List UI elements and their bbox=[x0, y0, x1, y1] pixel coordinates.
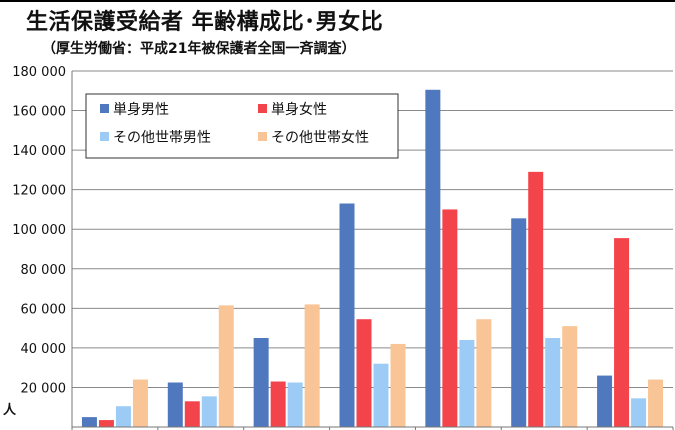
bar bbox=[390, 343, 406, 427]
legend-box bbox=[85, 93, 399, 159]
bar bbox=[442, 209, 458, 427]
legend-swatch bbox=[258, 104, 267, 113]
chart-title: 生活保護受給者 年齢構成比･男女比 bbox=[26, 10, 384, 35]
bar bbox=[597, 375, 613, 427]
y-tick-label: 80 000 bbox=[21, 263, 67, 278]
y-tick-label: 140 000 bbox=[12, 144, 66, 159]
bar bbox=[201, 396, 217, 427]
legend-label: 単身女性 bbox=[271, 101, 327, 118]
y-tick-label: 180 000 bbox=[12, 65, 66, 80]
bar bbox=[98, 420, 114, 427]
y-tick-label: 120 000 bbox=[12, 184, 66, 199]
legend-label: 単身男性 bbox=[113, 102, 169, 118]
bar bbox=[459, 339, 475, 427]
bar bbox=[184, 401, 200, 427]
bar bbox=[218, 305, 234, 427]
bar bbox=[253, 338, 269, 427]
top-rule bbox=[0, 0, 675, 2]
bar bbox=[287, 382, 303, 427]
bar bbox=[425, 89, 441, 428]
legend-swatch bbox=[258, 132, 267, 141]
bar bbox=[339, 203, 355, 427]
y-tick-label: 160 000 bbox=[12, 105, 66, 120]
legend-label: その他世帯男性 bbox=[113, 130, 211, 146]
bar bbox=[631, 398, 647, 427]
bar bbox=[81, 417, 97, 427]
y-tick-label: 60 000 bbox=[21, 302, 67, 317]
bar bbox=[476, 319, 492, 427]
y-tick-label: 20 000 bbox=[21, 381, 67, 396]
bar bbox=[270, 381, 286, 427]
bar bbox=[545, 338, 561, 427]
bar bbox=[356, 319, 372, 427]
bar bbox=[648, 379, 664, 427]
bar bbox=[304, 304, 320, 427]
bar bbox=[373, 363, 389, 427]
y-axis-label: 人 bbox=[3, 402, 17, 418]
bar bbox=[614, 238, 630, 427]
bar bbox=[528, 171, 544, 427]
bar bbox=[115, 406, 131, 427]
bar bbox=[167, 382, 183, 427]
axes: 20 000 40 000 60 000 80 000 100 000 120 000 14… bbox=[3, 65, 674, 430]
legend-swatch bbox=[100, 104, 109, 113]
y-tick-label: 100 000 bbox=[12, 223, 66, 238]
legend-swatch bbox=[100, 132, 109, 141]
bar bbox=[562, 326, 578, 427]
bar bbox=[511, 218, 527, 427]
legend-label: その他世帯女性 bbox=[271, 129, 369, 146]
bar bbox=[132, 379, 148, 427]
bars bbox=[81, 89, 664, 428]
y-tick-label: 40 000 bbox=[21, 342, 67, 357]
chart-subtitle: （厚生労働省：平成21年被保護者全国一斉調査） bbox=[42, 41, 356, 57]
